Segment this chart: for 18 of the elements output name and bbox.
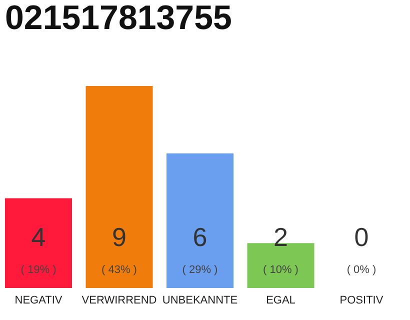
x-tick-label: VERWIRREND — [82, 294, 157, 306]
chart-title: 021517813755 — [5, 0, 232, 37]
x-tick-label: UNBEKANNTE — [162, 294, 238, 306]
x-tick-label: POSITIV — [340, 294, 384, 306]
annotation: ( 0% ) — [346, 264, 376, 276]
data-label: 6 — [192, 222, 208, 252]
annotation: ( 29% ) — [182, 264, 218, 276]
data-label: 9 — [112, 222, 126, 252]
data-label: 4 — [31, 222, 46, 252]
annotation: ( 43% ) — [102, 264, 137, 276]
bar — [86, 86, 153, 288]
x-tick-label: NEGATIV — [14, 294, 63, 306]
x-tick-label: EGAL — [266, 294, 296, 306]
annotation: ( 10% ) — [263, 264, 298, 276]
annotation: ( 19% ) — [20, 264, 56, 276]
bar — [166, 153, 234, 288]
data-label: 0 — [354, 222, 369, 252]
bar — [5, 198, 72, 288]
